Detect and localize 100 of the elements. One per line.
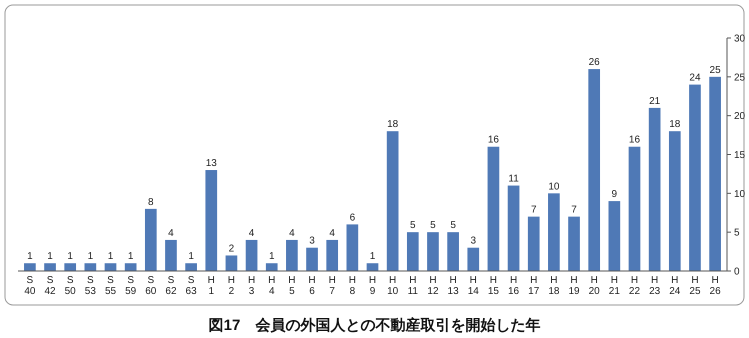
text: 図17 会員の外国人との不動産取引を開始した年 — [208, 316, 540, 334]
x-tick-label: H 5 — [288, 275, 296, 297]
x-tick-label: H 15 — [488, 275, 500, 297]
x-tick-label: H 16 — [508, 275, 520, 297]
bar — [406, 232, 419, 271]
data-label: 9 — [612, 189, 618, 200]
bar — [668, 131, 681, 271]
x-tick-label: H 25 — [689, 275, 701, 297]
bar — [84, 263, 96, 271]
bar — [366, 263, 378, 271]
x-tick-label: H 20 — [588, 275, 600, 297]
data-label: 1 — [47, 251, 54, 262]
data-label: 3 — [309, 236, 316, 247]
data-label: 16 — [488, 134, 500, 146]
x-tick-label: H 2 — [228, 275, 236, 297]
data-label: 26 — [588, 57, 600, 68]
data-label: 10 — [548, 181, 560, 192]
x-tick-label: H 6 — [308, 275, 316, 297]
data-label: 5 — [410, 220, 416, 232]
y-tick-label: 25 — [734, 72, 746, 84]
data-label: 16 — [628, 134, 640, 146]
bar — [205, 170, 218, 271]
bar — [306, 248, 318, 271]
x-tick-label: S 63 — [186, 275, 198, 297]
y-tick-label: 10 — [734, 188, 746, 200]
data-label: 1 — [88, 251, 94, 262]
bar — [628, 146, 640, 271]
bar — [528, 216, 540, 271]
x-tick-label: H 23 — [649, 275, 661, 297]
bar — [64, 263, 76, 271]
data-label: 8 — [148, 196, 154, 208]
data-label: 21 — [649, 96, 661, 107]
data-label: 4 — [248, 228, 255, 239]
bar — [548, 193, 560, 271]
x-tick-label: S 42 — [44, 275, 56, 297]
data-label: 18 — [669, 119, 681, 130]
bar — [467, 248, 480, 271]
x-tick-label: H 26 — [710, 275, 722, 297]
x-tick-label: H 8 — [348, 275, 356, 297]
x-tick-label: H 7 — [328, 275, 336, 297]
x-tick-label: S 60 — [145, 275, 157, 297]
data-label: 4 — [329, 228, 336, 239]
x-tick-label: H 13 — [448, 275, 460, 297]
data-label: 1 — [188, 251, 194, 262]
bar — [326, 240, 338, 271]
x-tick-label: H 9 — [368, 275, 376, 297]
x-tick-label: H 19 — [568, 275, 580, 297]
bar — [568, 216, 580, 271]
bar — [44, 263, 56, 271]
x-tick-label: H 11 — [408, 275, 418, 297]
data-label: 11 — [508, 174, 520, 185]
data-label: 24 — [689, 72, 701, 84]
data-label: 7 — [530, 204, 537, 216]
bar — [709, 76, 721, 271]
data-label: 3 — [470, 236, 476, 247]
bar — [508, 186, 520, 271]
bar — [588, 69, 600, 271]
data-label: 2 — [228, 243, 235, 254]
data-label: 1 — [128, 251, 134, 262]
data-label: 13 — [206, 158, 218, 170]
x-tick-label: H 4 — [268, 275, 276, 297]
y-tick-label: 20 — [734, 111, 746, 122]
x-tick-label: H 24 — [669, 275, 681, 297]
data-label: 18 — [387, 119, 399, 130]
x-tick-label: H 17 — [528, 275, 540, 297]
data-label: 1 — [370, 251, 376, 262]
bar — [447, 232, 459, 271]
bar — [124, 263, 137, 271]
bar — [346, 224, 358, 271]
bar — [266, 263, 278, 271]
bar — [144, 208, 157, 271]
data-label: 1 — [108, 251, 114, 262]
x-tick-label: S 59 — [125, 275, 137, 297]
bar — [488, 146, 500, 271]
y-tick-label: 15 — [734, 150, 746, 161]
bar — [608, 201, 620, 271]
bar — [165, 240, 177, 271]
x-tick-label: H 1 — [208, 275, 215, 297]
data-label: 5 — [430, 220, 436, 232]
y-tick-label: 0 — [734, 266, 740, 278]
x-tick-label: H 12 — [427, 275, 439, 297]
bar — [648, 108, 660, 271]
data-label: 5 — [450, 220, 456, 232]
x-tick-label: H 22 — [628, 275, 640, 297]
y-tick-label: 30 — [734, 34, 746, 44]
x-tick-label: H 3 — [248, 275, 256, 297]
bar — [386, 131, 398, 271]
x-tick-label: H 21 — [608, 275, 620, 297]
y-tick-label: 5 — [734, 228, 740, 239]
bar — [104, 263, 116, 271]
bar — [689, 84, 701, 271]
data-label: 4 — [289, 228, 296, 239]
x-tick-label: S 50 — [64, 275, 76, 297]
bar — [427, 232, 439, 271]
bar — [185, 263, 197, 271]
data-label: 1 — [67, 251, 74, 262]
data-label: 1 — [27, 251, 34, 262]
x-tick-label: S 53 — [84, 275, 96, 297]
bar — [24, 263, 36, 271]
data-label: 4 — [168, 228, 174, 239]
